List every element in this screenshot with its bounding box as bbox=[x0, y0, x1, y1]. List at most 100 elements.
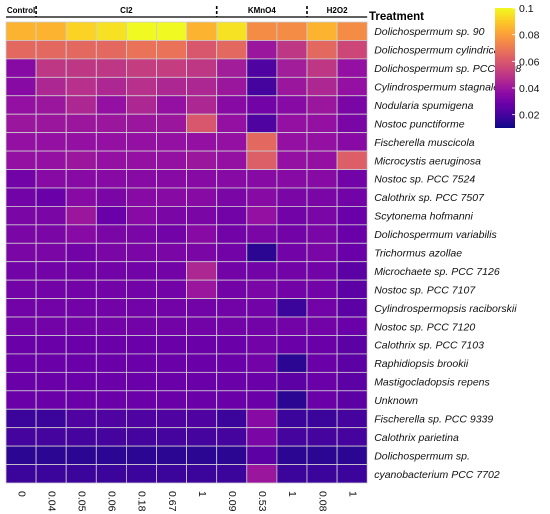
column-label: 1 bbox=[346, 491, 358, 497]
heatmap-cell bbox=[336, 76, 368, 97]
heatmap-cell bbox=[95, 113, 127, 134]
heatmap-cell bbox=[186, 169, 218, 189]
heatmap-cell bbox=[156, 242, 188, 263]
heatmap-cell bbox=[336, 224, 368, 244]
row-label: Dolichospermum cylindrica bbox=[374, 45, 500, 57]
heatmap-cell bbox=[65, 169, 97, 189]
heatmap-cell bbox=[216, 224, 248, 244]
heatmap-cell bbox=[336, 40, 368, 60]
row-label: Dolichospermum sp. bbox=[374, 450, 470, 462]
heatmap-cell bbox=[306, 21, 338, 41]
heatmap-cell bbox=[276, 335, 308, 355]
heatmap-cell bbox=[246, 445, 278, 465]
heatmap-cell bbox=[276, 169, 308, 189]
heatmap-cell bbox=[126, 113, 157, 134]
row-labels: Dolichospermum sp. 90 Dolichospermum cyli… bbox=[374, 26, 521, 481]
heatmap-cell bbox=[5, 408, 37, 429]
heatmap-cell bbox=[336, 242, 368, 263]
heatmap-cell bbox=[276, 76, 308, 97]
heatmap-cell bbox=[216, 445, 248, 465]
heatmap-cell bbox=[126, 261, 157, 281]
heatmap-cell bbox=[35, 445, 67, 465]
heatmap-cell bbox=[276, 187, 308, 207]
heatmap-cell bbox=[336, 464, 368, 484]
heatmap-cell bbox=[246, 76, 278, 97]
heatmap-cell bbox=[126, 187, 157, 207]
row-label: Cylindrospermopsis raciborskii bbox=[374, 303, 517, 315]
heatmap-cell bbox=[306, 150, 338, 170]
heatmap-cell bbox=[276, 408, 308, 429]
heatmap-cell bbox=[336, 298, 368, 318]
heatmap-cell bbox=[65, 464, 97, 484]
heatmap-cell bbox=[5, 464, 37, 484]
heatmap-cell bbox=[95, 169, 127, 189]
heatmap-cell bbox=[126, 224, 157, 244]
heatmap-cell bbox=[95, 58, 127, 78]
heatmap-cell bbox=[65, 353, 97, 373]
heatmap-cell bbox=[276, 298, 308, 318]
heatmap-cell bbox=[156, 187, 188, 207]
heatmap-cell bbox=[306, 427, 338, 447]
heatmap-cell bbox=[156, 353, 188, 373]
heatmap-cell bbox=[126, 242, 157, 263]
colorbar-tick-label: 0.06 bbox=[519, 56, 540, 68]
heatmap-cell bbox=[95, 279, 127, 300]
heatmap-cell bbox=[276, 261, 308, 281]
heatmap-cell bbox=[186, 279, 218, 300]
heatmap-cell bbox=[246, 408, 278, 429]
heatmap-cell bbox=[126, 371, 157, 392]
heatmap-cell bbox=[186, 445, 218, 465]
heatmap-cell bbox=[216, 427, 248, 447]
heatmap-cell bbox=[95, 445, 127, 465]
heatmap-cell bbox=[246, 427, 278, 447]
heatmap-cell bbox=[95, 205, 127, 226]
heatmap-cell bbox=[336, 353, 368, 373]
heatmap-cell bbox=[336, 371, 368, 392]
heatmap-cell bbox=[35, 40, 67, 60]
heatmap-cell bbox=[336, 261, 368, 281]
heatmap-cell bbox=[216, 58, 248, 78]
heatmap-cell bbox=[216, 371, 248, 392]
heatmap-cell bbox=[65, 224, 97, 244]
heatmap-cell bbox=[65, 261, 97, 281]
heatmap-cell bbox=[336, 335, 368, 355]
heatmap-cell bbox=[5, 150, 37, 170]
heatmap-cell bbox=[95, 408, 127, 429]
heatmap-cell bbox=[156, 408, 188, 429]
heatmap-cell bbox=[5, 76, 37, 97]
heatmap-cell bbox=[306, 187, 338, 207]
heatmap-cell bbox=[216, 169, 248, 189]
heatmap-cell bbox=[65, 371, 97, 392]
heatmap-cell bbox=[246, 113, 278, 134]
heatmap-cell bbox=[216, 335, 248, 355]
heatmap-cell bbox=[306, 169, 338, 189]
heatmap-cell bbox=[95, 335, 127, 355]
heatmap-cell bbox=[95, 40, 127, 60]
heatmap-cell bbox=[246, 40, 278, 60]
heatmap-cell bbox=[186, 427, 218, 447]
heatmap-cell bbox=[156, 95, 188, 115]
heatmap-cell bbox=[276, 113, 308, 134]
heatmap-cell bbox=[186, 371, 218, 392]
heatmap-cell bbox=[95, 316, 127, 336]
heatmap-cell bbox=[156, 390, 188, 410]
heatmap-cell bbox=[35, 408, 67, 429]
heatmap-cell bbox=[216, 132, 248, 152]
heatmap-cell bbox=[306, 113, 338, 134]
heatmap-cell bbox=[35, 132, 67, 152]
group-label: KMnO4 bbox=[248, 6, 277, 15]
heatmap-cell bbox=[216, 187, 248, 207]
heatmap-cell bbox=[95, 261, 127, 281]
heatmap-cell bbox=[186, 113, 218, 134]
heatmap-cell bbox=[276, 316, 308, 336]
heatmap-cell bbox=[35, 150, 67, 170]
heatmap-cell bbox=[186, 150, 218, 170]
heatmap-cell bbox=[65, 150, 97, 170]
heatmap-cell bbox=[156, 40, 188, 60]
column-label: 0 bbox=[15, 491, 27, 497]
heatmap-cell bbox=[246, 335, 278, 355]
heatmap-cell bbox=[336, 21, 368, 41]
heatmap-cell bbox=[65, 390, 97, 410]
colorbar-tick-label: 0.08 bbox=[519, 30, 540, 42]
heatmap-cell bbox=[336, 390, 368, 410]
